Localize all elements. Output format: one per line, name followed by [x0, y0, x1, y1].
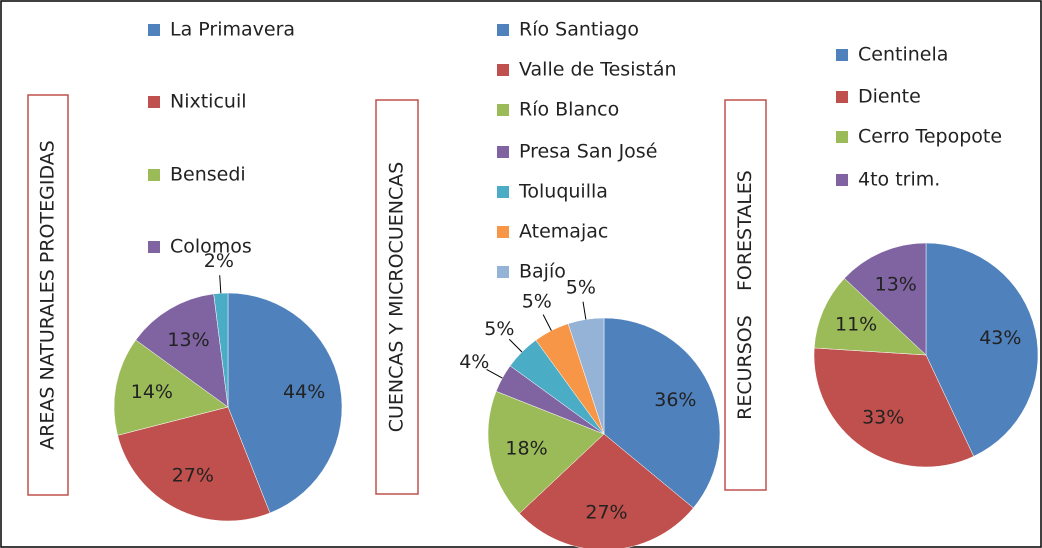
legend-swatch	[836, 174, 848, 186]
value-label: 43%	[979, 327, 1021, 349]
legend-label: Presa San José	[519, 141, 657, 163]
title-box	[27, 94, 69, 496]
value-label: 27%	[585, 501, 627, 523]
value-label: 4%	[459, 351, 489, 373]
legend-label: Atemajac	[519, 221, 608, 243]
value-label: 27%	[172, 465, 214, 487]
legend-label: Centinela	[858, 44, 948, 66]
pie-slice	[844, 242, 927, 356]
leader-line	[219, 275, 222, 294]
chart-title: AREAS NATURALES PROTEGIDAS	[37, 140, 59, 450]
value-label: 11%	[835, 313, 877, 335]
legend-label: Valle de Tesistán	[519, 59, 677, 81]
pie-slice	[567, 317, 605, 435]
leader-line	[582, 301, 587, 320]
pie-slice	[813, 277, 927, 356]
title-box	[375, 99, 419, 495]
pie-slice	[813, 347, 975, 468]
legend-label: Cerro Tepopote	[858, 126, 1002, 148]
legend-label: Toluquilla	[518, 181, 608, 203]
legend-label: Bensedi	[170, 164, 246, 186]
legend-label: La Primavera	[170, 19, 295, 41]
chart-title: RECURSOS FORESTALES	[734, 170, 756, 420]
value-label: 44%	[283, 381, 325, 403]
legend-swatch	[497, 266, 509, 278]
legend-label: 4to trim.	[858, 169, 940, 191]
legend-swatch	[148, 241, 160, 253]
leader-line	[486, 369, 503, 379]
legend-swatch	[497, 226, 509, 238]
value-label: 13%	[167, 329, 209, 351]
title-box	[724, 99, 767, 491]
legend-swatch	[497, 146, 509, 158]
chart-title: CUENCAS Y MICROCUENCAS	[386, 162, 408, 433]
pie-slice	[487, 390, 605, 514]
legend-swatch	[836, 91, 848, 103]
pie-slice	[117, 406, 271, 522]
pie-slice	[519, 433, 694, 548]
value-label: 5%	[566, 276, 596, 298]
legend-label: Nixticuil	[170, 91, 247, 113]
value-label: 2%	[204, 250, 234, 272]
pie-slice	[603, 317, 721, 509]
legend-label: Río Blanco	[519, 99, 619, 121]
value-label: 33%	[862, 406, 904, 428]
legend-label: Colomos	[170, 236, 252, 258]
pie-slice	[113, 339, 229, 436]
legend-label: Bajío	[519, 261, 566, 283]
value-label: 5%	[522, 291, 552, 313]
value-label: 36%	[654, 389, 696, 411]
value-label: 13%	[875, 274, 917, 296]
legend-swatch	[497, 104, 509, 116]
legend-label: Diente	[858, 86, 921, 108]
pie-slice	[213, 292, 229, 408]
value-label: 5%	[484, 318, 514, 340]
legend-swatch	[497, 186, 509, 198]
pie-slice	[227, 292, 343, 514]
legend-swatch	[497, 64, 509, 76]
value-label: 14%	[131, 381, 173, 403]
legend-swatch	[497, 24, 509, 36]
pie-slice	[925, 242, 1039, 457]
legend-swatch	[148, 96, 160, 108]
legend-swatch	[148, 169, 160, 181]
leader-line	[508, 338, 523, 353]
leader-line	[542, 314, 552, 331]
legend-swatch	[836, 49, 848, 61]
pie-slice	[135, 293, 229, 408]
legend-swatch	[148, 24, 160, 36]
legend-label: Río Santiago	[519, 19, 639, 41]
legend-swatch	[836, 131, 848, 143]
value-label: 18%	[505, 437, 547, 459]
